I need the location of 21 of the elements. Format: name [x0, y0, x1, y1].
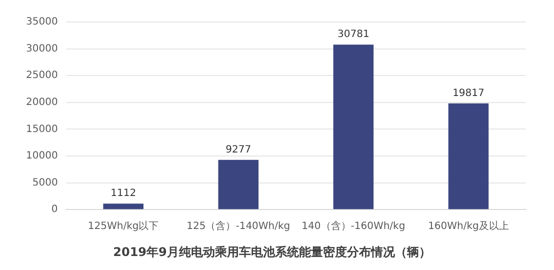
- bar: [218, 160, 259, 210]
- y-tick-label: 0: [51, 204, 58, 216]
- x-tick-label: 160Wh/kg及以上: [428, 220, 509, 232]
- data-label: 1112: [110, 188, 136, 200]
- x-tick-label: 125（含）-140Wh/kg: [186, 220, 290, 232]
- y-tick-label: 20000: [26, 96, 58, 108]
- data-label: 19817: [452, 88, 484, 99]
- bar: [448, 103, 489, 210]
- y-tick-label: 10000: [26, 150, 58, 162]
- y-tick-label: 25000: [26, 70, 58, 82]
- x-tick-label: 140（含）-160Wh/kg: [302, 220, 406, 232]
- y-tick-label: 30000: [26, 43, 58, 54]
- data-label: 9277: [226, 144, 252, 156]
- y-tick-label: 15000: [26, 124, 58, 135]
- x-tick-label: 125Wh/kg以下: [88, 220, 159, 232]
- text: 2019年9月纯电动乘用车电池系统能量密度分布情况（辆）: [113, 244, 431, 259]
- bar: [333, 44, 374, 210]
- data-label: 30781: [338, 29, 370, 40]
- y-tick-label: 5000: [32, 177, 58, 188]
- bar: [103, 204, 144, 210]
- y-tick-label: 35000: [26, 16, 58, 28]
